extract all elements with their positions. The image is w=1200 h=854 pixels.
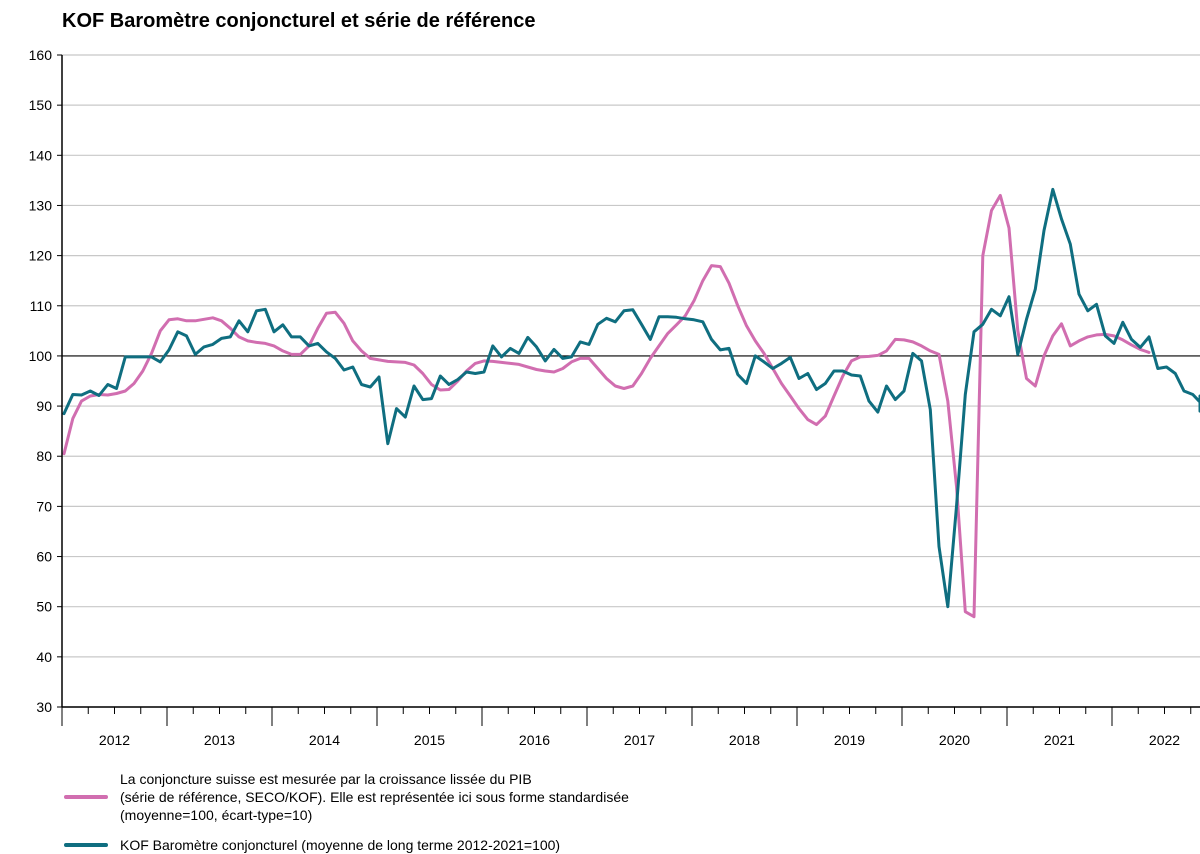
y-tick-label: 160 [29, 47, 53, 63]
legend-label-kof: KOF Baromètre conjoncturel (moyenne de l… [120, 836, 560, 854]
y-tick-label: 40 [36, 649, 52, 665]
x-tick-label: 2012 [99, 732, 130, 748]
axes [61, 55, 1200, 708]
x-tick-label: 2013 [204, 732, 235, 748]
x-tick-label: 2019 [834, 732, 865, 748]
chart-title: KOF Baromètre conjoncturel et série de r… [62, 10, 536, 32]
x-tick-label: 2016 [519, 732, 550, 748]
legend-item-reference-series: La conjoncture suisse est mesurée par la… [64, 770, 629, 824]
legend-label-line: La conjoncture suisse est mesurée par la… [120, 771, 532, 787]
x-tick-label: 2020 [939, 732, 970, 748]
y-tick-label: 30 [36, 699, 52, 715]
y-tick-label: 120 [29, 248, 53, 264]
x-tick-label: 2015 [414, 732, 445, 748]
y-axis-tick-labels: 30 40 50 60 70 80 90 100 110 120 130 140 150 160 [29, 47, 62, 715]
y-tick-label: 150 [29, 97, 53, 113]
y-tick-label: 80 [36, 448, 52, 464]
legend-swatch-reference [64, 795, 108, 799]
series-line-reference [62, 193, 1151, 619]
legend-swatch-kof [64, 843, 108, 847]
x-tick-label: 2017 [624, 732, 655, 748]
series-lines [62, 187, 1200, 619]
y-tick-label: 50 [36, 599, 52, 615]
x-tick-label: 2021 [1044, 732, 1075, 748]
gridlines [62, 54, 1200, 708]
series-line-kof-barometer [62, 187, 1200, 609]
y-tick-label: 140 [29, 147, 53, 163]
legend-label-line: KOF Baromètre conjoncturel (moyenne de l… [120, 837, 561, 853]
x-tick-label: 2014 [309, 732, 340, 748]
y-tick-label: 90 [36, 398, 52, 414]
legend-label-line: (série de référence, SECO/KOF). Elle est… [120, 789, 629, 805]
y-tick-label: 100 [29, 348, 53, 364]
y-tick-label: 110 [30, 298, 53, 314]
legend-label-reference: La conjoncture suisse est mesurée par la… [120, 770, 629, 824]
x-tick-label: 2018 [729, 732, 760, 748]
y-tick-label: 70 [36, 498, 52, 514]
x-tick-label: 2022 [1149, 732, 1180, 748]
legend-label-line: (moyenne=100, écart-type=10) [120, 807, 313, 823]
y-tick-label: 130 [29, 197, 53, 213]
y-tick-label: 60 [36, 549, 52, 565]
x-axis-tick-labels: 2012 2013 2014 2015 2016 2017 2018 2019 2020 2021… [61, 707, 1192, 748]
legend-item-kof-barometer: KOF Baromètre conjoncturel (moyenne de l… [64, 836, 560, 854]
